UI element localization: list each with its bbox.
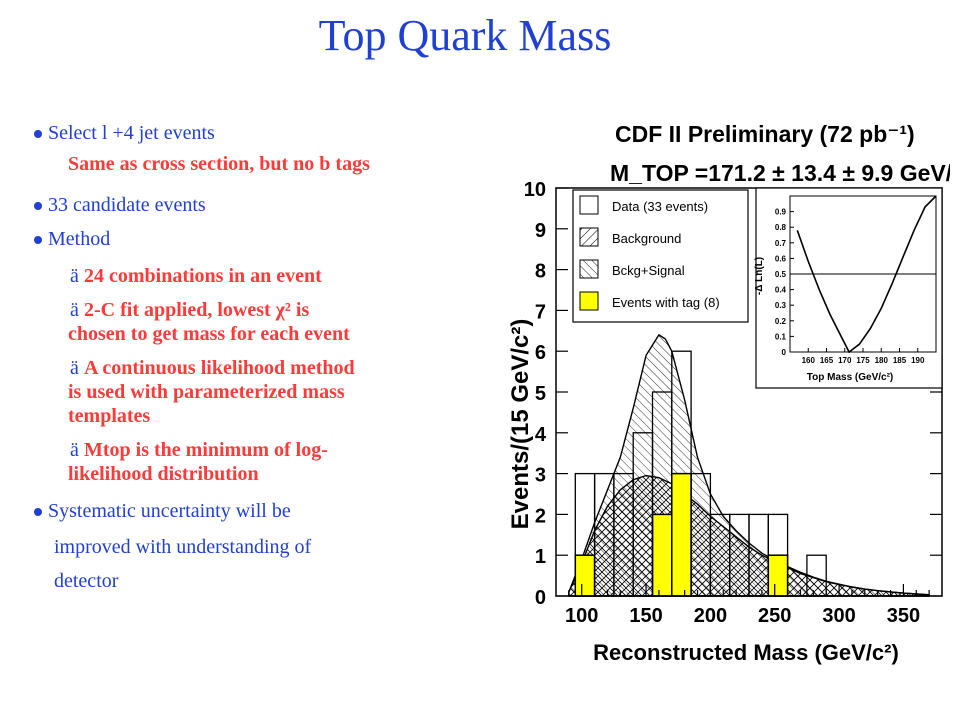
bullet-candidate-events: 33 candidate events bbox=[30, 190, 490, 224]
inset-x-axis-title: Top Mass (GeV/c²) bbox=[807, 372, 894, 383]
x-tick-label: 200 bbox=[694, 605, 727, 627]
bullet-method: Method bbox=[30, 224, 490, 258]
y-axis-title: Events/(15 GeV/c²) bbox=[507, 319, 534, 530]
bullet-text: Select l +4 jet events bbox=[48, 122, 215, 144]
legend-label-data: Data (33 events) bbox=[612, 199, 708, 214]
bullet-dot-icon bbox=[34, 130, 42, 138]
bullet-dot-icon bbox=[34, 508, 42, 516]
x-tick-label: 250 bbox=[758, 605, 791, 627]
inset-y-tick-label: 0.8 bbox=[775, 223, 787, 232]
tagged-events-bar bbox=[671, 472, 692, 597]
y-tick-label: 8 bbox=[535, 261, 546, 283]
bullet-select-events-note: Same as cross section, but no b tags bbox=[68, 153, 370, 175]
method-item-fit: ä 2-C fit applied, lowest χ² is chosen t… bbox=[30, 298, 490, 346]
bullet-systematics-cont: improved with understanding of bbox=[54, 536, 312, 558]
method-item-combinations: ä 24 combinations in an event bbox=[30, 264, 490, 288]
method-line: chosen to get mass for each event bbox=[68, 323, 350, 345]
bullet-list: Select l +4 jet events Same as cross sec… bbox=[30, 118, 490, 598]
y-tick-label: 7 bbox=[535, 301, 546, 323]
inset-y-axis-title: -Δ Ln(L) bbox=[754, 257, 765, 295]
inset-x-tick-label: 165 bbox=[820, 356, 834, 365]
x-tick-label: 300 bbox=[822, 605, 855, 627]
x-tick-label: 150 bbox=[629, 605, 662, 627]
bullet-systematics: Systematic uncertainty will be bbox=[30, 496, 490, 530]
x-tick-label: 100 bbox=[565, 605, 598, 627]
inset-y-tick-label: 0.3 bbox=[775, 301, 787, 310]
inset-y-tick-label: 0.5 bbox=[775, 270, 787, 279]
bullet-text: Systematic uncertainty will be bbox=[48, 500, 291, 522]
mtop-result: M_TOP =171.2 ± 13.4 ± 9.9 GeV/c² bbox=[610, 160, 950, 186]
inset-x-tick-label: 190 bbox=[911, 356, 925, 365]
legend-swatch-data bbox=[579, 195, 599, 215]
inset-y-tick-label: 0.9 bbox=[775, 208, 787, 217]
y-tick-label: 10 bbox=[524, 179, 546, 201]
plot-header: CDF II Preliminary (72 pb⁻¹) bbox=[615, 121, 915, 147]
method-line: A continuous likelihood method bbox=[84, 357, 355, 379]
legend-label-bckg-signal: Bckg+Signal bbox=[612, 263, 685, 278]
y-tick-label: 0 bbox=[535, 587, 546, 609]
legend: Data (33 events) Background Bckg+Signal … bbox=[572, 189, 749, 323]
legend-swatch-tagged bbox=[579, 291, 599, 311]
slide-title: Top Quark Mass bbox=[318, 11, 612, 60]
inset-y-tick-label: 0.6 bbox=[775, 254, 787, 263]
method-line: 2-C fit applied, lowest χ² is bbox=[84, 299, 310, 321]
legend-label-background: Background bbox=[612, 231, 681, 246]
inset-y-tick-label: 0.4 bbox=[775, 286, 787, 295]
tagged-events-bar bbox=[651, 513, 673, 597]
x-tick-label: 350 bbox=[887, 605, 920, 627]
y-tick-label: 4 bbox=[535, 424, 547, 446]
y-tick-label: 2 bbox=[535, 505, 546, 527]
legend-swatch-bckg-signal bbox=[579, 259, 599, 279]
bullet-systematics-cont: detector bbox=[54, 570, 119, 592]
inset-y-title-group: -Δ Ln(L) bbox=[754, 257, 765, 295]
inset-x-tick-label: 160 bbox=[802, 356, 816, 365]
inset-likelihood-curve bbox=[796, 195, 937, 354]
inset-y-tick-label: 0.7 bbox=[775, 239, 787, 248]
method-line: Mtop is the minimum of log- bbox=[84, 439, 328, 461]
method-line: is used with parameterized mass bbox=[68, 381, 345, 403]
inset-y-tick-label: 0 bbox=[782, 348, 787, 357]
x-axis-title: Reconstructed Mass (GeV/c²) bbox=[593, 640, 899, 665]
legend-label-tagged: Events with tag (8) bbox=[612, 295, 720, 310]
tagged-events-bar bbox=[767, 554, 789, 597]
legend-swatch-background bbox=[579, 227, 599, 247]
method-line: likelihood distribution bbox=[68, 463, 259, 485]
y-tick-label: 6 bbox=[535, 342, 546, 364]
method-item-likelihood: ä A continuous likelihood method is used… bbox=[30, 356, 490, 428]
bullet-text: 33 candidate events bbox=[48, 194, 206, 216]
y-tick-label: 3 bbox=[535, 465, 546, 487]
arrow-bullet-icon: ä bbox=[70, 299, 79, 321]
y-axis-title-group: Events/(15 GeV/c²) bbox=[507, 319, 534, 530]
tagged-events-bar bbox=[574, 554, 596, 597]
bullet-dot-icon bbox=[34, 236, 42, 244]
y-tick-label: 1 bbox=[535, 546, 546, 568]
inset-x-tick-label: 185 bbox=[893, 356, 907, 365]
method-line: 24 combinations in an event bbox=[84, 265, 322, 287]
arrow-bullet-icon: ä bbox=[70, 357, 79, 379]
main-plot-area: 0 1 2 3 4 5 6 7 8 9 10 100 150 200 250 300 350 bbox=[524, 179, 943, 627]
mass-histogram-figure: CDF II Preliminary (72 pb⁻¹) M_TOP =171.… bbox=[507, 121, 950, 665]
inset-x-tick-label: 175 bbox=[856, 356, 870, 365]
inset-panel bbox=[755, 187, 943, 389]
method-line: templates bbox=[68, 405, 151, 427]
arrow-bullet-icon: ä bbox=[70, 265, 79, 287]
inset-x-tick-label: 170 bbox=[838, 356, 852, 365]
inset-likelihood-plot: 0 0.1 0.2 0.3 0.4 0.5 0.6 0.7 0.8 0.9 160 165 170 175… bbox=[755, 187, 943, 389]
bullet-dot-icon bbox=[34, 202, 42, 210]
y-tick-label: 5 bbox=[535, 383, 546, 405]
bullet-select-events: Select l +4 jet events bbox=[30, 118, 490, 152]
arrow-bullet-icon: ä bbox=[70, 439, 79, 461]
y-tick-label: 9 bbox=[535, 220, 546, 242]
inset-x-tick-label: 180 bbox=[875, 356, 889, 365]
inset-y-tick-label: 0.2 bbox=[775, 317, 787, 326]
method-item-mtop: ä Mtop is the minimum of log- likelihood… bbox=[30, 438, 490, 486]
inset-y-tick-label: 0.1 bbox=[775, 332, 787, 341]
legend-box bbox=[572, 189, 749, 323]
bullet-text: Method bbox=[48, 228, 111, 250]
